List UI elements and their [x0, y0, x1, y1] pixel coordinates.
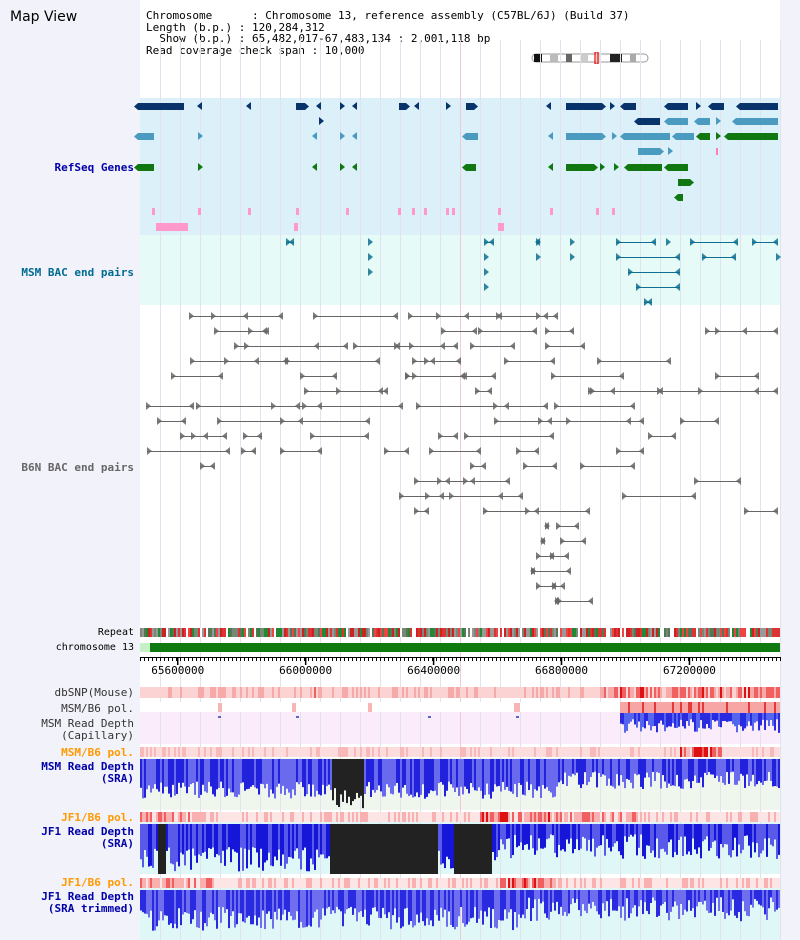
- axis-tick-label: 66400000: [407, 664, 460, 677]
- msm-capillary-depth: [620, 713, 780, 733]
- label-line-1: JF1 Read Depth: [41, 825, 134, 838]
- axis-tick-label: 67200000: [663, 664, 716, 677]
- repeat-track: [140, 628, 780, 637]
- track-label-jf1-b6-pol-1: JF1/B6 pol.: [61, 811, 134, 824]
- jf1-trim-depth: [140, 890, 780, 931]
- track-label-dbsnp: dbSNP(Mouse): [54, 686, 134, 699]
- length-info: Length (b.p.) : 120,284,312: [146, 20, 325, 34]
- label-line-2: (SRA): [100, 837, 134, 850]
- track-label-msm-b6-pol-1: MSM/B6 pol.: [61, 702, 134, 715]
- label-line-2: (SRA): [100, 772, 134, 785]
- page-title: Map View: [10, 9, 78, 25]
- dbsnp-strip: [140, 687, 780, 698]
- jf1-b6-pol-strip-2: [140, 878, 780, 888]
- label-line-1: MSM Read Depth: [41, 717, 134, 730]
- msm-b6-pol-strip-1: [140, 702, 780, 718]
- axis-tick-label: 66000000: [279, 664, 332, 677]
- region-info: Chromosome : Chromosome 13, reference as…: [146, 10, 646, 56]
- track-label-repeat: Repeat: [97, 627, 134, 638]
- track-label-jf1-depth-sra: JF1 Read Depth (SRA): [41, 826, 134, 850]
- track-label-b6n-bac[interactable]: B6N BAC end pairs: [21, 461, 134, 474]
- axis-tick-label: 66800000: [535, 664, 588, 677]
- label-line-1: JF1 Read Depth: [41, 890, 134, 903]
- track-label-msm-depth-sra: MSM Read Depth (SRA): [41, 761, 134, 785]
- track-label-jf1-depth-trimmed: JF1 Read Depth (SRA trimmed): [41, 891, 134, 915]
- axis-tick-label: 65600000: [151, 664, 204, 677]
- label-line-2: (Capillary): [61, 729, 134, 742]
- coordinate-axis: 65600000 66000000 66400000 66800000 67200000: [140, 657, 781, 677]
- track-label-msm-b6-pol-2: MSM/B6 pol.: [61, 746, 134, 759]
- track-label-msm-depth-capillary: MSM Read Depth (Capillary): [41, 718, 134, 742]
- label-line-2: (SRA trimmed): [47, 902, 134, 915]
- jf1-sra-depth: [140, 824, 780, 874]
- refseq-genes: [134, 102, 778, 231]
- track-label-refseq[interactable]: RefSeq Genes: [54, 161, 134, 174]
- msm-bac-pairs: [286, 238, 781, 306]
- b6n-bac-pairs: [146, 312, 778, 605]
- jf1-b6-pol-strip-1: [140, 812, 780, 822]
- chromosome-band-start: [140, 643, 150, 652]
- track-label-chromosome: chromosome 13: [55, 642, 134, 653]
- msm-sra-depth: [140, 759, 780, 809]
- coverage-span-info: Read coverage check span : 10,000: [146, 43, 365, 57]
- chromosome-info: Chromosome : Chromosome 13, reference as…: [146, 9, 630, 22]
- current-region-marker: [594, 52, 599, 64]
- track-label-jf1-b6-pol-2: JF1/B6 pol.: [61, 876, 134, 889]
- msm-b6-pol-strip-2: [140, 747, 780, 757]
- chromosome-band: [150, 643, 780, 652]
- track-label-msm-bac[interactable]: MSM BAC end pairs: [21, 266, 134, 279]
- show-range-info: Show (b.p.) : 65,482,017-67,483,134 : 2,…: [146, 32, 491, 46]
- label-line-1: MSM Read Depth: [41, 760, 134, 773]
